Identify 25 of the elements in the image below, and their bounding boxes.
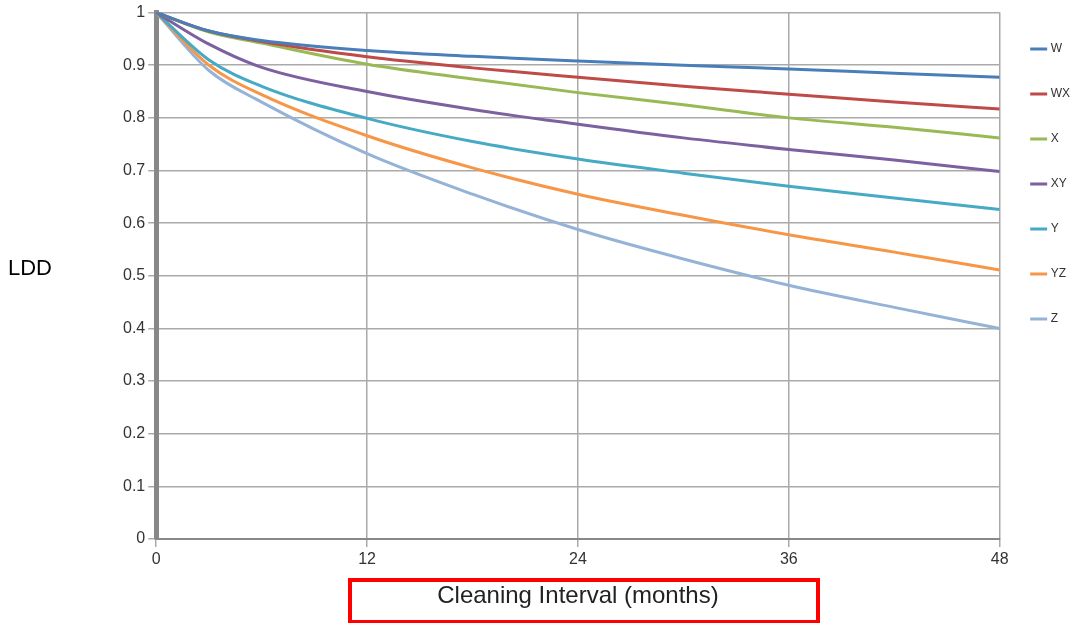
x-axis-title: Cleaning Interval (months) xyxy=(437,581,719,609)
y-tick-label: 1 xyxy=(136,3,146,21)
y-tick-label: 0.8 xyxy=(122,108,146,126)
y-tick-label: 0.3 xyxy=(122,371,146,389)
legend-label: Z xyxy=(1050,311,1059,326)
legend-label: X xyxy=(1050,131,1059,146)
y-tick-label: 0.5 xyxy=(122,266,146,284)
x-tick-label: 36 xyxy=(779,550,798,568)
x-tick-label: 0 xyxy=(151,550,161,568)
x-tick-label: 48 xyxy=(990,550,1009,568)
y-tick-label: 0.4 xyxy=(122,318,146,336)
legend-label: XY xyxy=(1050,176,1067,191)
y-tick-label: 0.9 xyxy=(122,55,146,73)
y-tick-label: 0 xyxy=(136,529,146,547)
y-tick-label: 0.7 xyxy=(122,160,146,178)
x-tick-label: 24 xyxy=(569,550,587,568)
legend-label: Y xyxy=(1050,221,1059,236)
y-tick-label: 0.2 xyxy=(122,424,146,442)
y-axis-title: LDD xyxy=(8,255,53,281)
legend-label: YZ xyxy=(1050,266,1067,281)
legend-label: W xyxy=(1050,41,1063,56)
legend-label: WX xyxy=(1050,86,1071,101)
x-tick-label: 12 xyxy=(358,550,377,568)
y-tick-label: 0.6 xyxy=(122,213,146,231)
y-tick-label: 0.1 xyxy=(122,476,146,494)
